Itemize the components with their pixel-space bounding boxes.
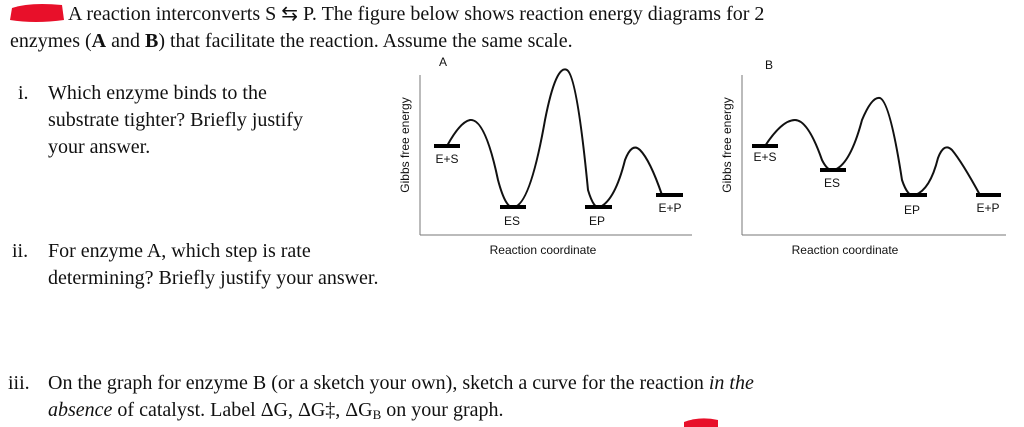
y-axis-label: Gibbs free energy [398, 97, 412, 192]
question-line: substrate tighter? Briefly justify [48, 109, 303, 131]
question-line: your answer. [48, 136, 150, 158]
diagram-title: A [439, 55, 447, 69]
x-axis-label: Reaction coordinate [490, 243, 597, 257]
text: absence [48, 399, 113, 421]
state-label: EP [904, 203, 920, 217]
diagram-a: A Gibbs free energy Reaction coordinate … [398, 55, 692, 257]
text: enzymes ( [10, 30, 92, 52]
diagram-title: B [765, 58, 773, 72]
question-line: For enzyme A, which step is rate [48, 240, 311, 262]
question-line: absence of catalyst. Label ΔG, ΔG‡, ΔGB … [48, 399, 503, 422]
text: A [92, 30, 107, 52]
question-number: iii. [8, 372, 30, 394]
state-label: E+S [753, 150, 776, 164]
redaction [684, 418, 718, 427]
state-label: E+S [435, 152, 458, 166]
x-axis-label: Reaction coordinate [792, 243, 899, 257]
text: on your graph. [381, 399, 503, 421]
text: of catalyst. Label ΔG, ΔG‡, ΔG [112, 399, 372, 421]
text: ) that facilitate the reaction. Assume t… [158, 30, 572, 52]
text: in the [709, 372, 754, 394]
state-label: EP [589, 214, 605, 228]
energy-curve [764, 96, 988, 197]
intro-line: A reaction interconverts S ⇆ P. The figu… [68, 3, 764, 25]
text: B [145, 30, 158, 52]
redaction [10, 4, 64, 22]
state-label: E+P [658, 201, 681, 215]
y-axis-label: Gibbs free energy [720, 97, 734, 192]
diagram-b: B Gibbs free energy Reaction coordinate … [720, 58, 1006, 257]
question-line: determining? Briefly justify your answer… [48, 267, 378, 289]
question-number: ii. [12, 240, 28, 262]
text: and [106, 30, 145, 52]
question-line: On the graph for enzyme B (or a sketch y… [48, 372, 754, 394]
state-label: E+P [976, 201, 999, 215]
question-number: i. [18, 82, 29, 104]
energy-curve [446, 68, 670, 209]
text: B [373, 407, 382, 422]
state-label: ES [504, 214, 520, 228]
question-line: Which enzyme binds to the [48, 82, 267, 104]
text: On the graph for enzyme B (or a sketch y… [48, 372, 709, 394]
state-label: ES [824, 176, 840, 190]
intro-line: enzymes (A and B) that facilitate the re… [10, 30, 573, 52]
